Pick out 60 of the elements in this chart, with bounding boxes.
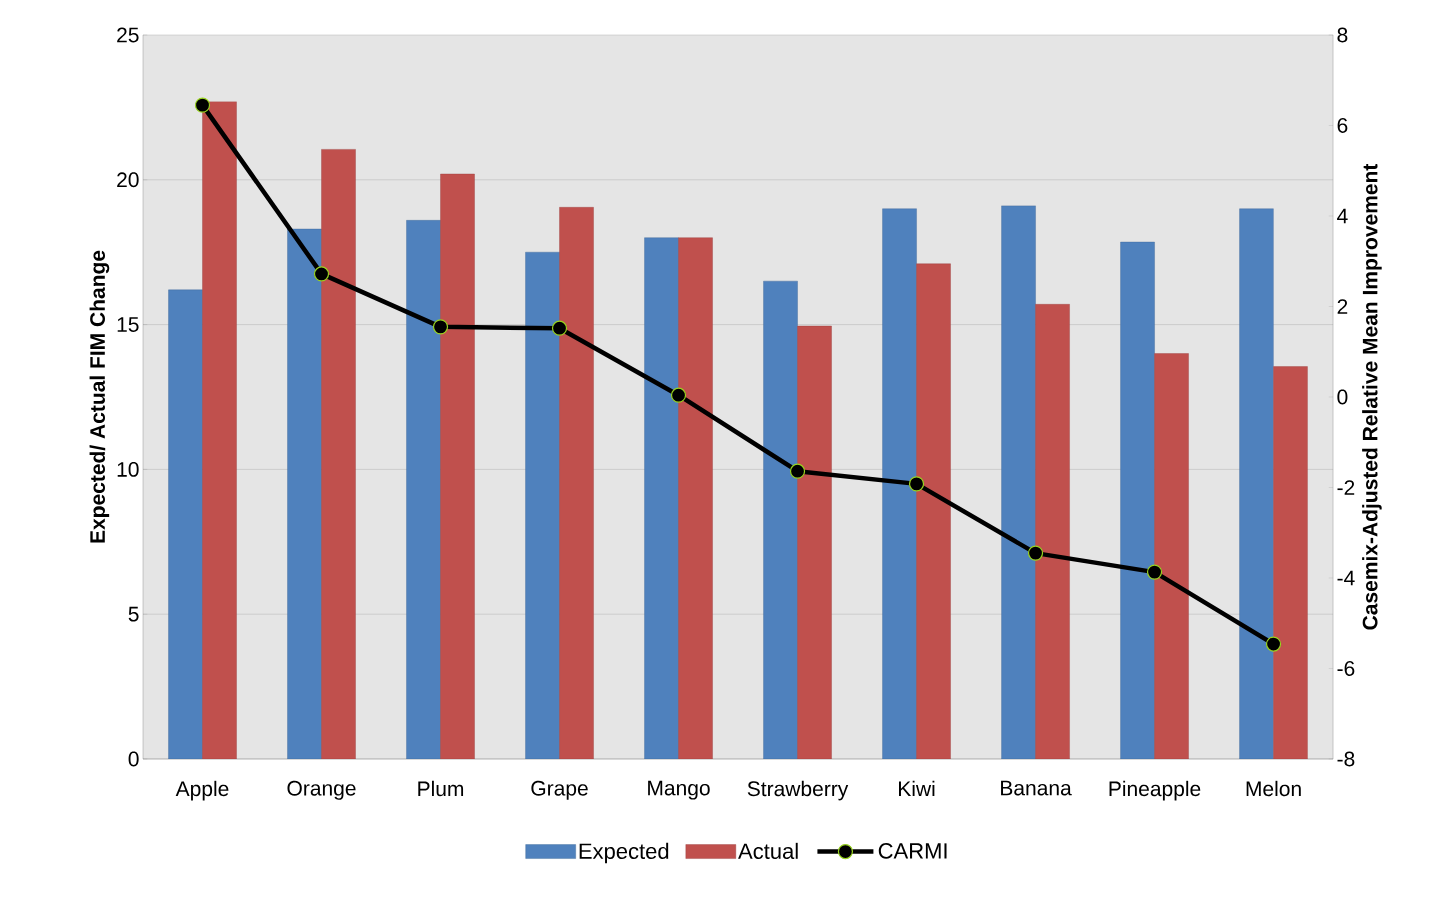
bar <box>882 208 917 759</box>
y-tick-label: 10 <box>117 461 139 477</box>
point <box>789 463 806 479</box>
y2-tick-label: -2 <box>1337 480 1355 495</box>
point <box>432 319 449 335</box>
x-tick-label: Mango <box>648 780 710 800</box>
point <box>313 266 330 282</box>
y2-tick-label: -4 <box>1337 570 1355 586</box>
bar <box>916 263 951 759</box>
legend-label: CARMI <box>878 843 947 859</box>
y-tick-label: 25 <box>117 27 139 43</box>
bar <box>406 220 441 759</box>
x-tick-label: Orange <box>287 780 356 800</box>
legend-label: Actual <box>738 842 798 859</box>
bar <box>1239 208 1274 759</box>
x-tick-label: Banana <box>1001 780 1072 796</box>
bar <box>1120 241 1155 759</box>
y-tick-label: 5 <box>128 606 139 622</box>
point <box>670 387 687 403</box>
bar <box>168 289 203 759</box>
x-tick-label: Strawberry <box>747 780 849 801</box>
bar <box>202 101 237 759</box>
y-tick-label: 15 <box>117 317 139 332</box>
y2-axis-title: Casemix-Adjusted Relative Mean Improvement <box>1362 163 1382 630</box>
bar <box>797 325 832 759</box>
point <box>551 320 568 336</box>
bar <box>559 207 594 759</box>
bar <box>525 252 560 759</box>
bar <box>678 237 713 759</box>
y-tick-label: 20 <box>117 172 139 188</box>
bar <box>1035 304 1070 759</box>
point <box>194 97 211 113</box>
point <box>908 476 925 492</box>
y2-tick-label: 2 <box>1337 299 1348 314</box>
x-tick-label: Kiwi <box>899 780 935 797</box>
bar <box>644 237 679 759</box>
y-tick-label: 0 <box>128 751 139 767</box>
point <box>1027 545 1044 561</box>
x-tick-label: Pineapple <box>1109 780 1201 801</box>
x-tick-label: Plum <box>418 780 464 797</box>
bar <box>440 173 475 759</box>
point <box>1146 564 1163 580</box>
y-axis-title: Expected/ Actual FIM Change <box>89 250 110 543</box>
x-tick-label: Melon <box>1246 780 1301 797</box>
bar <box>1154 353 1189 759</box>
y2-tick-label: -8 <box>1337 751 1355 767</box>
bar <box>1001 205 1036 759</box>
x-tick-label: Apple <box>175 780 229 801</box>
y2-tick-label: 4 <box>1337 208 1348 224</box>
legend-label: Expected <box>579 842 669 864</box>
y2-tick-label: 6 <box>1337 118 1348 133</box>
bar <box>1273 366 1308 759</box>
bar <box>321 149 356 759</box>
point <box>1265 636 1282 652</box>
bar <box>763 280 798 759</box>
y2-tick-label: 8 <box>1337 27 1348 43</box>
bar <box>287 228 322 759</box>
y2-tick-label: -6 <box>1337 661 1355 676</box>
x-tick-label: Grape <box>531 780 588 800</box>
y2-tick-label: 0 <box>1337 389 1348 405</box>
